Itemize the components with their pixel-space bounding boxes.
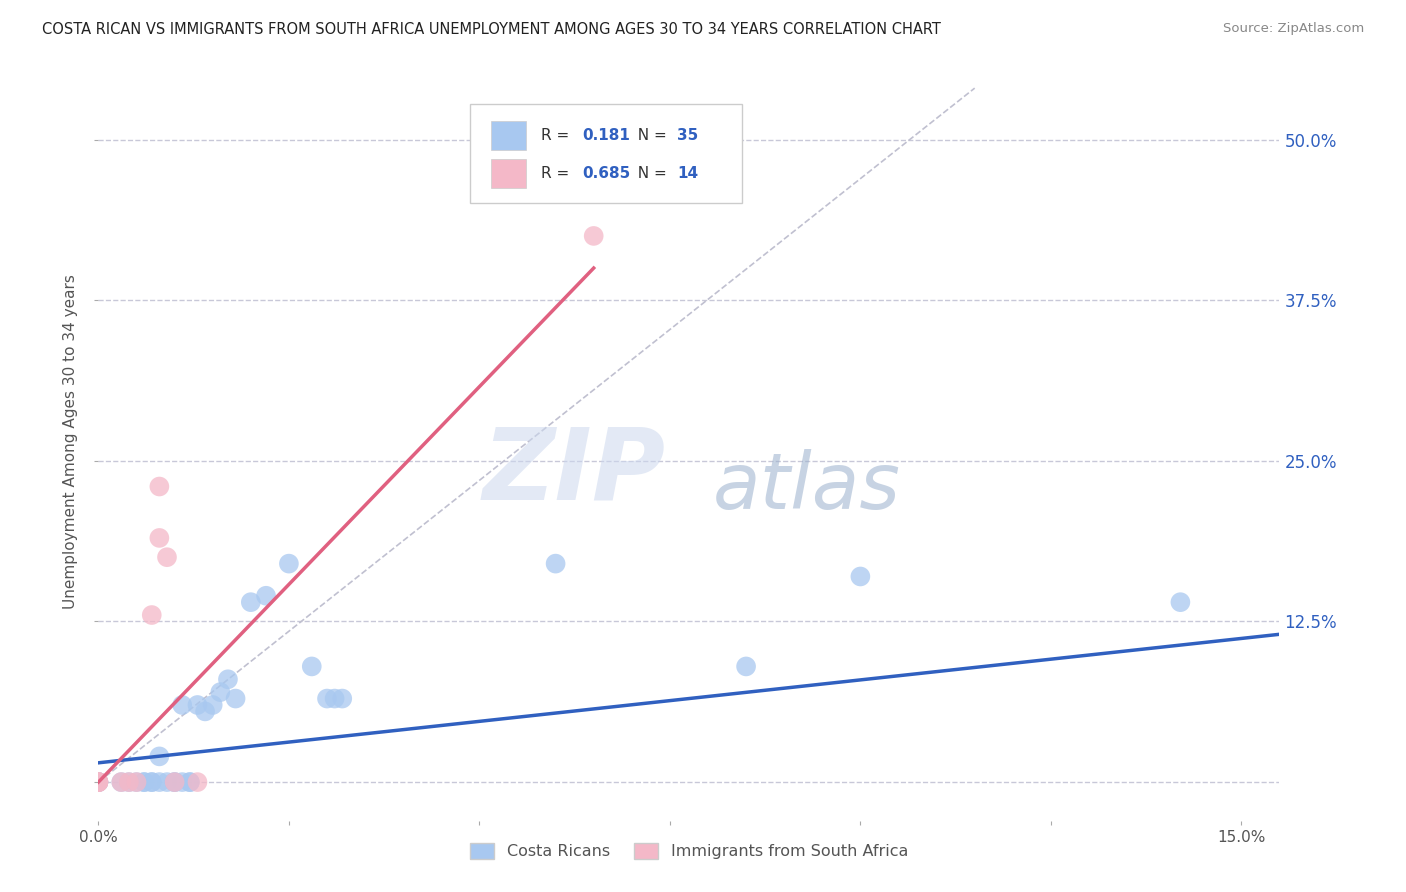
Point (87, 775, 110, 789)
Point (87, 775, 110, 789)
Point (141, 775, 163, 789)
FancyBboxPatch shape (491, 120, 526, 150)
Point (217, 673, 239, 687)
Point (186, 698, 208, 712)
Point (87, 775, 110, 789)
Point (163, 775, 186, 789)
Point (148, 479, 170, 493)
Point (148, 531, 170, 545)
Point (87, 775, 110, 789)
Text: atlas: atlas (713, 449, 900, 525)
Text: 0.685: 0.685 (582, 166, 631, 181)
Text: COSTA RICAN VS IMMIGRANTS FROM SOUTH AFRICA UNEMPLOYMENT AMONG AGES 30 TO 34 YEA: COSTA RICAN VS IMMIGRANTS FROM SOUTH AFR… (42, 22, 941, 37)
Point (156, 550, 179, 565)
Point (179, 775, 201, 789)
Point (125, 775, 148, 789)
Point (225, 691, 247, 706)
FancyBboxPatch shape (471, 104, 742, 202)
Point (323, 691, 346, 706)
Point (239, 595, 262, 609)
Point (277, 557, 299, 571)
Text: ZIP: ZIP (482, 424, 665, 520)
Legend: Costa Ricans, Immigrants from South Africa: Costa Ricans, Immigrants from South Afri… (464, 837, 914, 866)
Text: 0.181: 0.181 (582, 128, 630, 143)
Point (179, 775, 201, 789)
Text: 14: 14 (678, 166, 699, 181)
Y-axis label: Unemployment Among Ages 30 to 34 years: Unemployment Among Ages 30 to 34 years (63, 274, 79, 609)
Point (141, 607, 163, 622)
Point (201, 698, 224, 712)
Point (194, 705, 217, 719)
Point (163, 775, 186, 789)
FancyBboxPatch shape (491, 159, 526, 187)
Point (330, 691, 353, 706)
Point (172, 775, 194, 789)
Point (148, 775, 170, 789)
Text: 35: 35 (678, 128, 699, 143)
Point (118, 775, 141, 789)
Text: R =: R = (541, 166, 575, 181)
Text: N =: N = (627, 128, 671, 143)
Point (110, 775, 132, 789)
Point (156, 775, 179, 789)
Point (87, 775, 110, 789)
Point (118, 775, 141, 789)
Point (148, 749, 170, 764)
Point (141, 775, 163, 789)
Point (172, 698, 194, 712)
Point (254, 589, 277, 603)
Point (134, 775, 156, 789)
Point (125, 775, 148, 789)
Point (544, 557, 567, 571)
Point (209, 685, 232, 699)
Text: N =: N = (627, 166, 671, 181)
Point (87, 775, 110, 789)
Text: Source: ZipAtlas.com: Source: ZipAtlas.com (1223, 22, 1364, 36)
Point (110, 775, 132, 789)
Point (316, 691, 339, 706)
Point (186, 775, 208, 789)
Point (134, 775, 156, 789)
Text: R =: R = (541, 128, 575, 143)
Point (163, 775, 186, 789)
Point (849, 569, 872, 583)
Point (1170, 595, 1192, 609)
Point (735, 659, 758, 673)
Point (582, 228, 605, 243)
Point (301, 659, 323, 673)
